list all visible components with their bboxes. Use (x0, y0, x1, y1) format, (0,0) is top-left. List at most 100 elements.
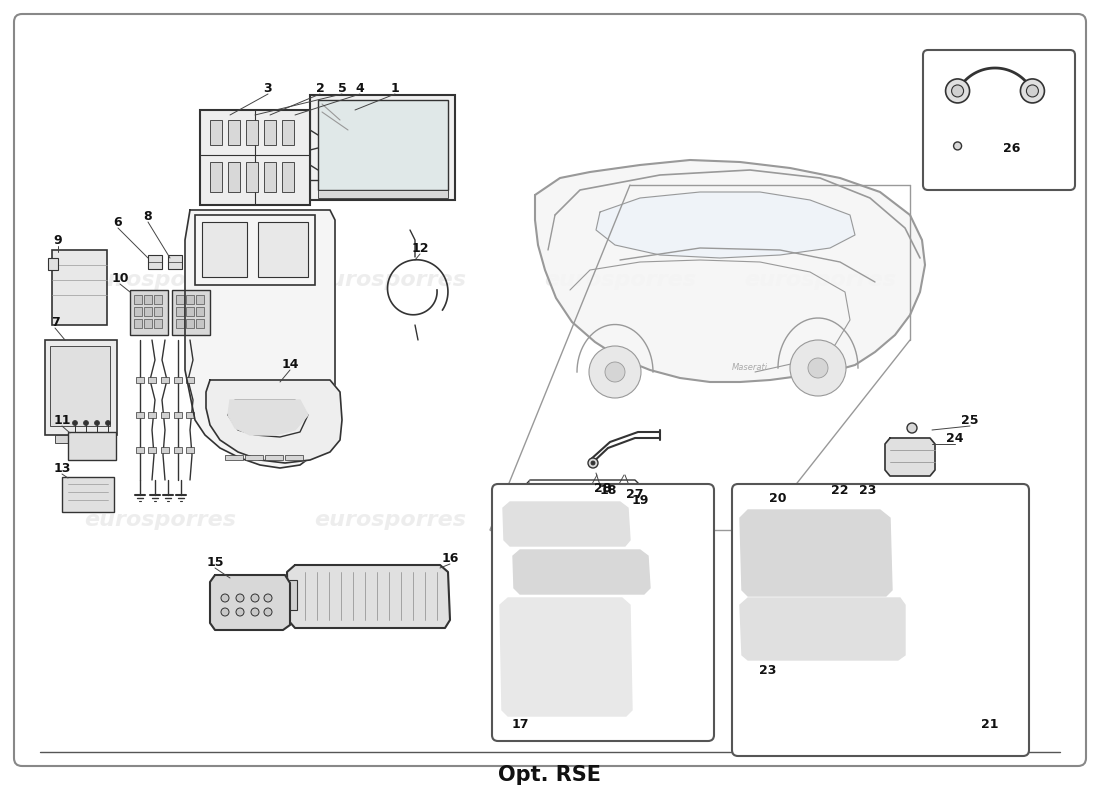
Bar (174, 412, 182, 418)
Bar (226, 455, 243, 460)
Text: 14: 14 (282, 358, 299, 370)
Polygon shape (287, 565, 450, 628)
Circle shape (236, 594, 244, 602)
Bar (136, 447, 144, 453)
FancyBboxPatch shape (14, 14, 1086, 766)
Bar (264, 162, 276, 192)
Bar (318, 100, 448, 190)
Text: 13: 13 (53, 462, 70, 474)
Text: Opt. RSE: Opt. RSE (498, 765, 602, 785)
Text: 22: 22 (832, 483, 849, 497)
Text: 23: 23 (759, 663, 777, 677)
Text: 12: 12 (411, 242, 429, 254)
Bar (228, 120, 240, 145)
Text: 20: 20 (769, 491, 786, 505)
Text: 3: 3 (264, 82, 273, 94)
Bar (228, 162, 240, 192)
Bar (154, 295, 162, 304)
Circle shape (221, 594, 229, 602)
Text: eurosporres: eurosporres (314, 510, 466, 530)
Bar (534, 618, 544, 632)
Bar (186, 377, 194, 383)
Polygon shape (503, 502, 630, 546)
Bar (52, 250, 107, 325)
Circle shape (952, 85, 964, 97)
FancyBboxPatch shape (923, 50, 1075, 190)
Circle shape (790, 340, 846, 396)
Polygon shape (228, 400, 308, 435)
Bar (136, 377, 144, 383)
Circle shape (588, 458, 598, 468)
Text: eurosporres: eurosporres (544, 270, 696, 290)
Circle shape (264, 594, 272, 602)
Bar (172, 290, 210, 335)
Bar (200, 110, 310, 205)
Bar (605, 678, 617, 692)
Text: eurosporres: eurosporres (84, 510, 236, 530)
Bar (161, 412, 169, 418)
Bar (310, 95, 455, 200)
Bar (144, 319, 152, 328)
Text: 21: 21 (981, 718, 999, 731)
Circle shape (1021, 79, 1044, 103)
Text: 2: 2 (316, 82, 324, 94)
Bar (134, 295, 142, 304)
Bar (174, 447, 182, 453)
Bar (515, 658, 527, 672)
Bar (246, 162, 258, 192)
Circle shape (808, 358, 828, 378)
Bar (905, 545, 935, 595)
Circle shape (954, 142, 961, 150)
Text: 26: 26 (1003, 142, 1021, 154)
Text: 16: 16 (441, 551, 459, 565)
Circle shape (605, 362, 625, 382)
Text: 8: 8 (144, 210, 152, 222)
Bar (886, 520, 905, 585)
Bar (587, 618, 600, 632)
Bar (282, 120, 294, 145)
Bar (186, 307, 194, 316)
Bar (154, 307, 162, 316)
Bar (534, 658, 544, 672)
Bar (551, 658, 563, 672)
Bar (176, 295, 184, 304)
Circle shape (95, 421, 99, 426)
Text: 9: 9 (54, 234, 63, 246)
Bar (282, 162, 294, 192)
Text: 7: 7 (51, 315, 59, 329)
Text: 10: 10 (111, 271, 129, 285)
Text: 23: 23 (859, 483, 877, 497)
Bar (258, 222, 308, 277)
Text: 4: 4 (355, 82, 364, 94)
Bar (168, 255, 182, 269)
Bar (246, 120, 258, 145)
Bar (210, 162, 222, 192)
Bar (605, 638, 617, 652)
Bar (148, 447, 156, 453)
Bar (176, 307, 184, 316)
Bar (569, 678, 581, 692)
Polygon shape (210, 575, 290, 630)
FancyBboxPatch shape (492, 484, 714, 741)
Circle shape (251, 608, 258, 616)
Bar (161, 377, 169, 383)
Text: 11: 11 (53, 414, 70, 426)
Circle shape (73, 421, 77, 426)
Polygon shape (206, 380, 342, 463)
Circle shape (106, 421, 110, 426)
Bar (210, 120, 222, 145)
Circle shape (221, 608, 229, 616)
Bar (569, 658, 581, 672)
Text: 5: 5 (338, 82, 346, 94)
Bar (174, 377, 182, 383)
Circle shape (264, 608, 272, 616)
Bar (45, 340, 117, 435)
Text: eurosporres: eurosporres (84, 270, 236, 290)
Circle shape (1026, 85, 1038, 97)
Bar (196, 319, 204, 328)
Circle shape (908, 423, 917, 433)
Bar (148, 377, 156, 383)
Bar (882, 500, 917, 520)
Text: 6: 6 (113, 215, 122, 229)
Bar (148, 412, 156, 418)
